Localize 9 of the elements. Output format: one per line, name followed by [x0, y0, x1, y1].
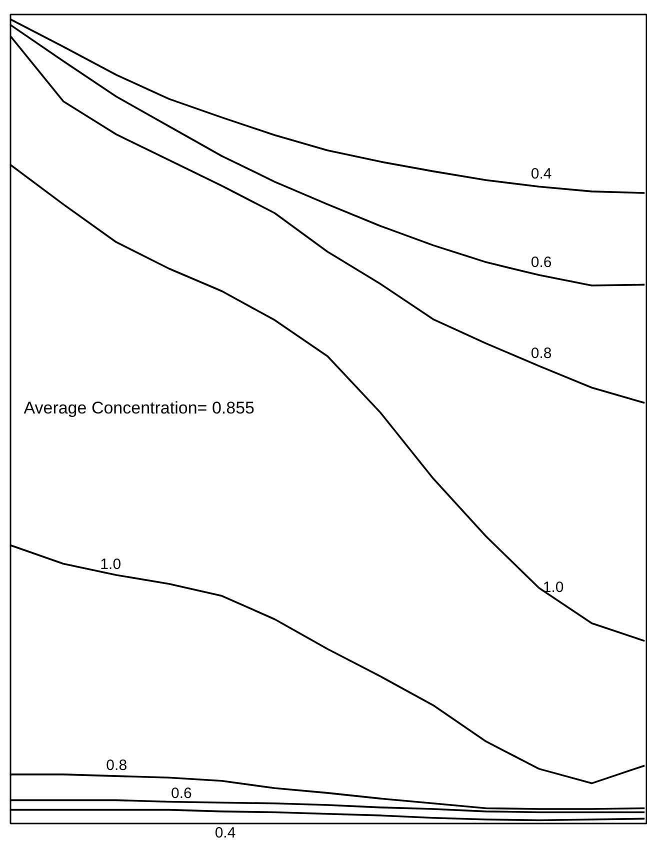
series-label: 0.8: [530, 344, 552, 362]
series-label: 0.6: [171, 784, 192, 802]
series-label: 0.8: [106, 757, 128, 774]
series-label: 0.4: [530, 166, 552, 183]
series-label: 1.0: [542, 578, 564, 596]
series-label: 0.6: [530, 254, 552, 272]
series-label: 1.0: [100, 556, 122, 574]
annotation: Average Concentration= 0.855: [24, 398, 254, 418]
series-label: 0.4: [214, 824, 236, 842]
